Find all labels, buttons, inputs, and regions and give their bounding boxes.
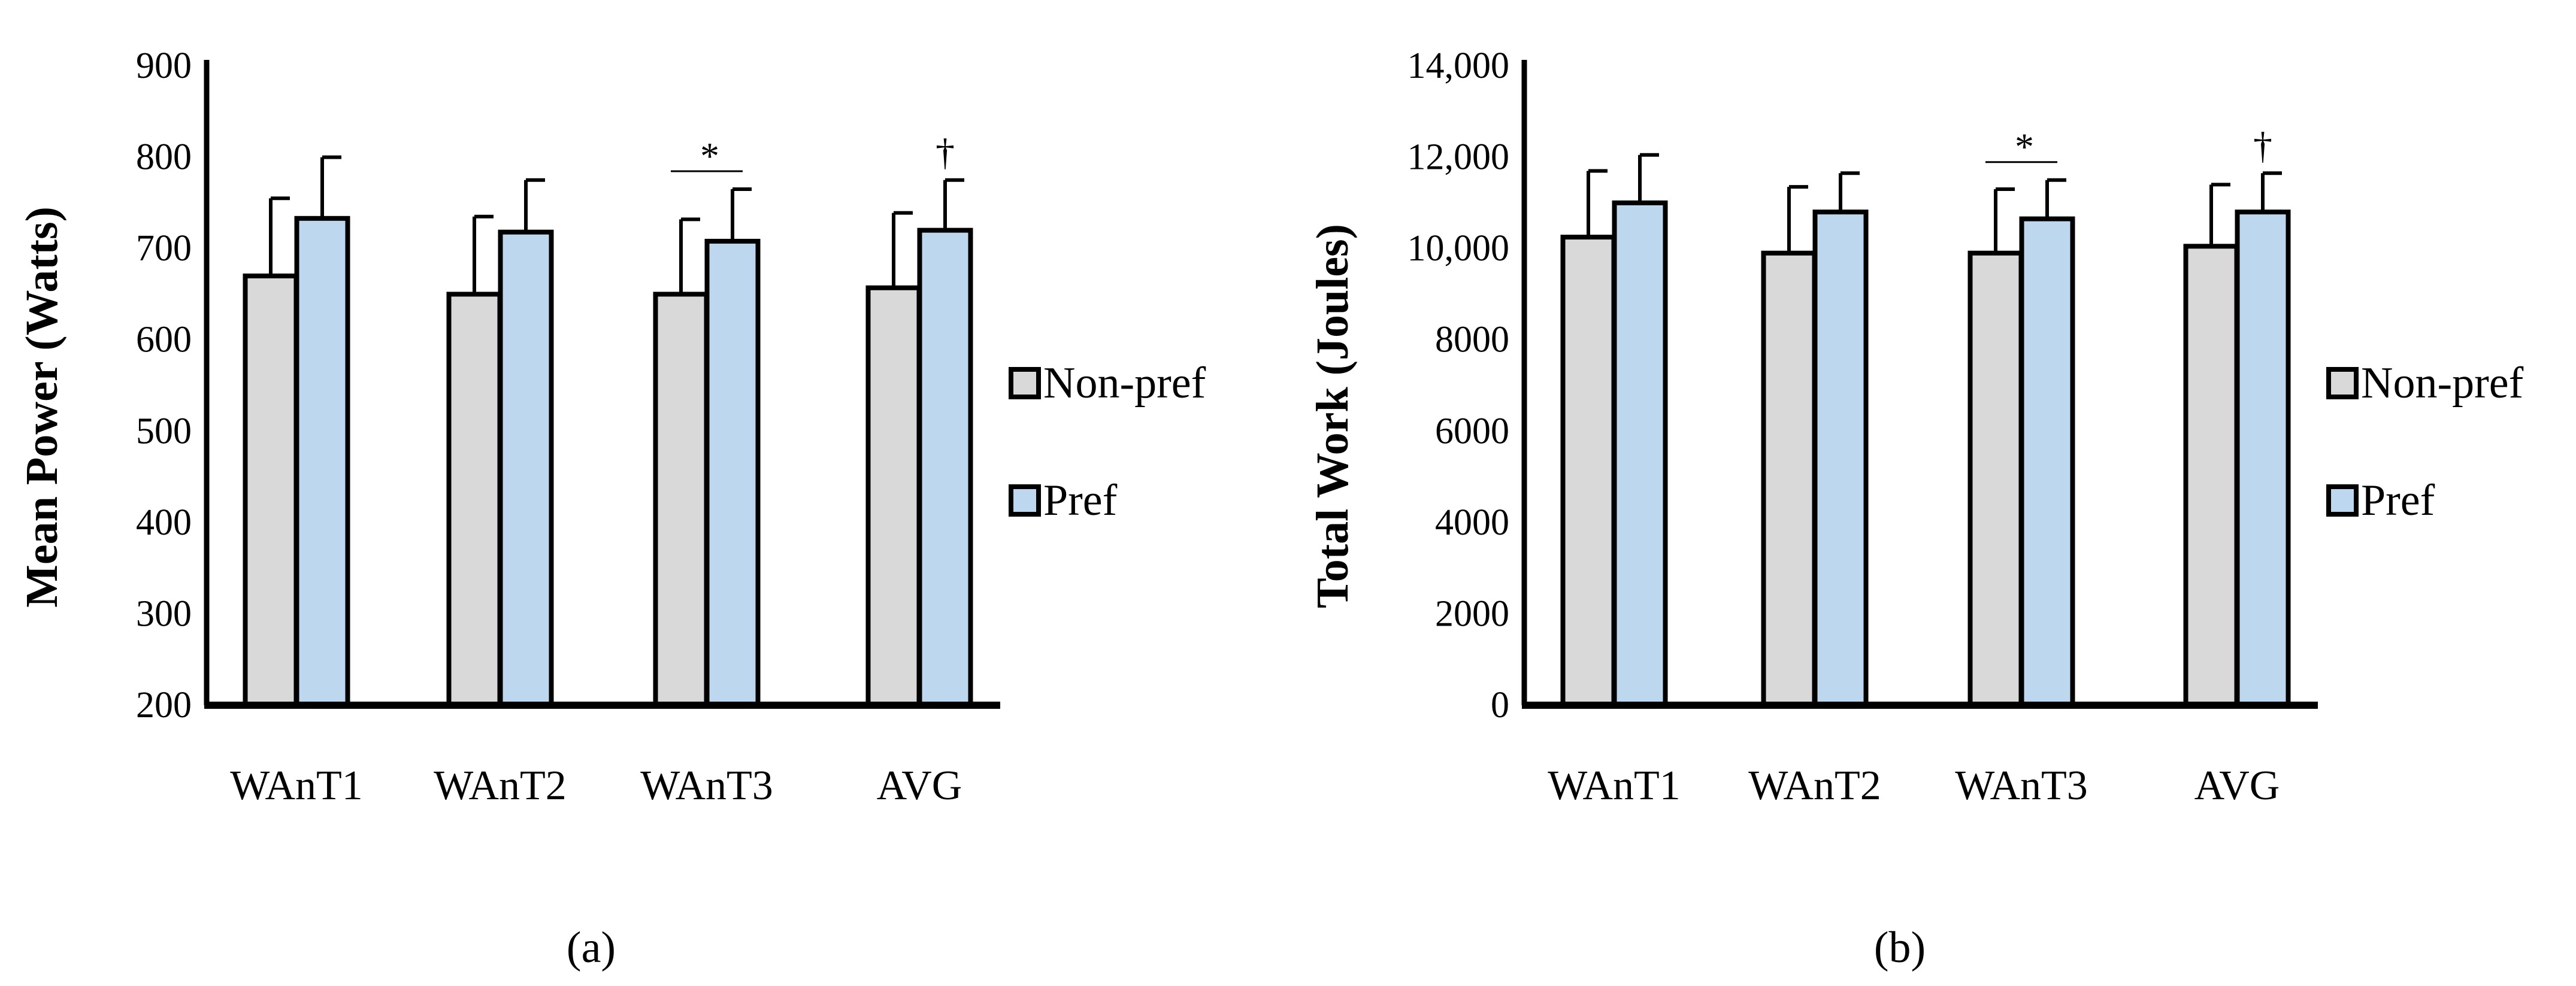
- legend-label-nonpref: Non-pref: [1043, 359, 1206, 408]
- bars: [1560, 200, 2291, 708]
- y-tick-label: 800: [136, 137, 192, 178]
- category-label: WAnT2: [1748, 763, 1881, 809]
- y-axis-title: Total Work (Joules): [1307, 224, 1358, 608]
- legend-label-pref: Pref: [1043, 476, 1118, 525]
- panel-a: Mean Power (Watts) 200 300 400 500 600 700 800…: [17, 45, 1206, 972]
- significance-symbol: †: [936, 131, 955, 174]
- panel-caption: (a): [567, 923, 616, 972]
- bar-nonpref-want2: [1761, 250, 1817, 708]
- bar-nonpref-want1: [243, 273, 299, 708]
- bar-pref-want2: [498, 229, 554, 708]
- bar-pref-want3: [2019, 216, 2075, 708]
- category-labels: WAnT1 WAnT2 WAnT3 AVG: [1548, 763, 2280, 809]
- category-label: WAnT3: [1955, 763, 2088, 809]
- bar-nonpref-want3: [653, 292, 709, 708]
- y-tick-label: 300: [136, 593, 192, 634]
- category-label: AVG: [877, 763, 962, 809]
- y-tick-labels: 200 300 400 500 600 700 800 900: [136, 45, 192, 726]
- axes: [204, 60, 1000, 709]
- y-tick-label: 6000: [1435, 411, 1509, 451]
- bar-nonpref-want1: [1560, 235, 1617, 708]
- bar-nonpref-avg: [2183, 244, 2239, 708]
- bar-nonpref-avg: [865, 285, 922, 708]
- y-tick-label: 600: [136, 320, 192, 360]
- y-tick-label: 0: [1491, 685, 1509, 726]
- category-label: WAnT1: [1548, 763, 1681, 809]
- category-label: WAnT2: [434, 763, 567, 809]
- panel-caption: (b): [1874, 923, 1926, 972]
- panel-b: Total Work (Joules) 0 2000 4000 6000 8000 10,…: [1307, 45, 2524, 972]
- legend-label-nonpref: Non-pref: [2361, 359, 2524, 408]
- significance-annotations: * †: [1985, 124, 2272, 168]
- error-bars: [1587, 153, 2282, 253]
- y-tick-label: 900: [136, 45, 192, 86]
- y-tick-label: 200: [136, 685, 192, 726]
- y-tick-labels: 0 2000 4000 6000 8000 10,000 12,000 14,000: [1407, 45, 1510, 726]
- legend-swatch-pref: [2326, 484, 2359, 517]
- y-tick-label: 700: [136, 228, 192, 269]
- y-tick-label: 4000: [1435, 502, 1509, 543]
- category-label: WAnT3: [640, 763, 773, 809]
- significance-symbol: *: [700, 135, 719, 177]
- bar-pref-avg: [2235, 210, 2291, 708]
- bar-pref-want2: [1812, 210, 1869, 708]
- y-tick-label: 2000: [1435, 593, 1509, 634]
- legend-label-pref: Pref: [2361, 476, 2435, 525]
- y-axis-title: Mean Power (Watts): [17, 207, 67, 608]
- y-tick-label: 10,000: [1407, 228, 1510, 269]
- bar-nonpref-want2: [446, 292, 503, 708]
- significance-annotations: * †: [671, 131, 955, 177]
- category-label: AVG: [2194, 763, 2280, 809]
- y-tick-label: 8000: [1435, 320, 1509, 360]
- y-tick-label: 12,000: [1407, 137, 1510, 178]
- legend-swatch-nonpref: [1009, 367, 1041, 399]
- significance-symbol: *: [2015, 126, 2034, 168]
- category-labels: WAnT1 WAnT2 WAnT3 AVG: [230, 763, 962, 809]
- error-bars: [269, 155, 964, 295]
- y-tick-label: 400: [136, 502, 192, 543]
- y-tick-label: 14,000: [1407, 45, 1510, 86]
- y-tick-label: 500: [136, 411, 192, 451]
- bar-pref-want3: [704, 238, 761, 708]
- axes: [1521, 60, 2318, 709]
- significance-symbol: †: [2253, 124, 2272, 166]
- bar-pref-avg: [917, 227, 973, 708]
- legend-swatch-pref: [1009, 484, 1041, 517]
- legend: Non-pref Pref: [1009, 359, 1206, 525]
- bar-pref-want1: [294, 216, 350, 708]
- bar-nonpref-want3: [1967, 250, 2024, 708]
- legend: Non-pref Pref: [2326, 359, 2524, 525]
- bar-pref-want1: [1612, 200, 1668, 708]
- legend-swatch-nonpref: [2326, 367, 2359, 399]
- bars: [243, 216, 973, 708]
- category-label: WAnT1: [230, 763, 363, 809]
